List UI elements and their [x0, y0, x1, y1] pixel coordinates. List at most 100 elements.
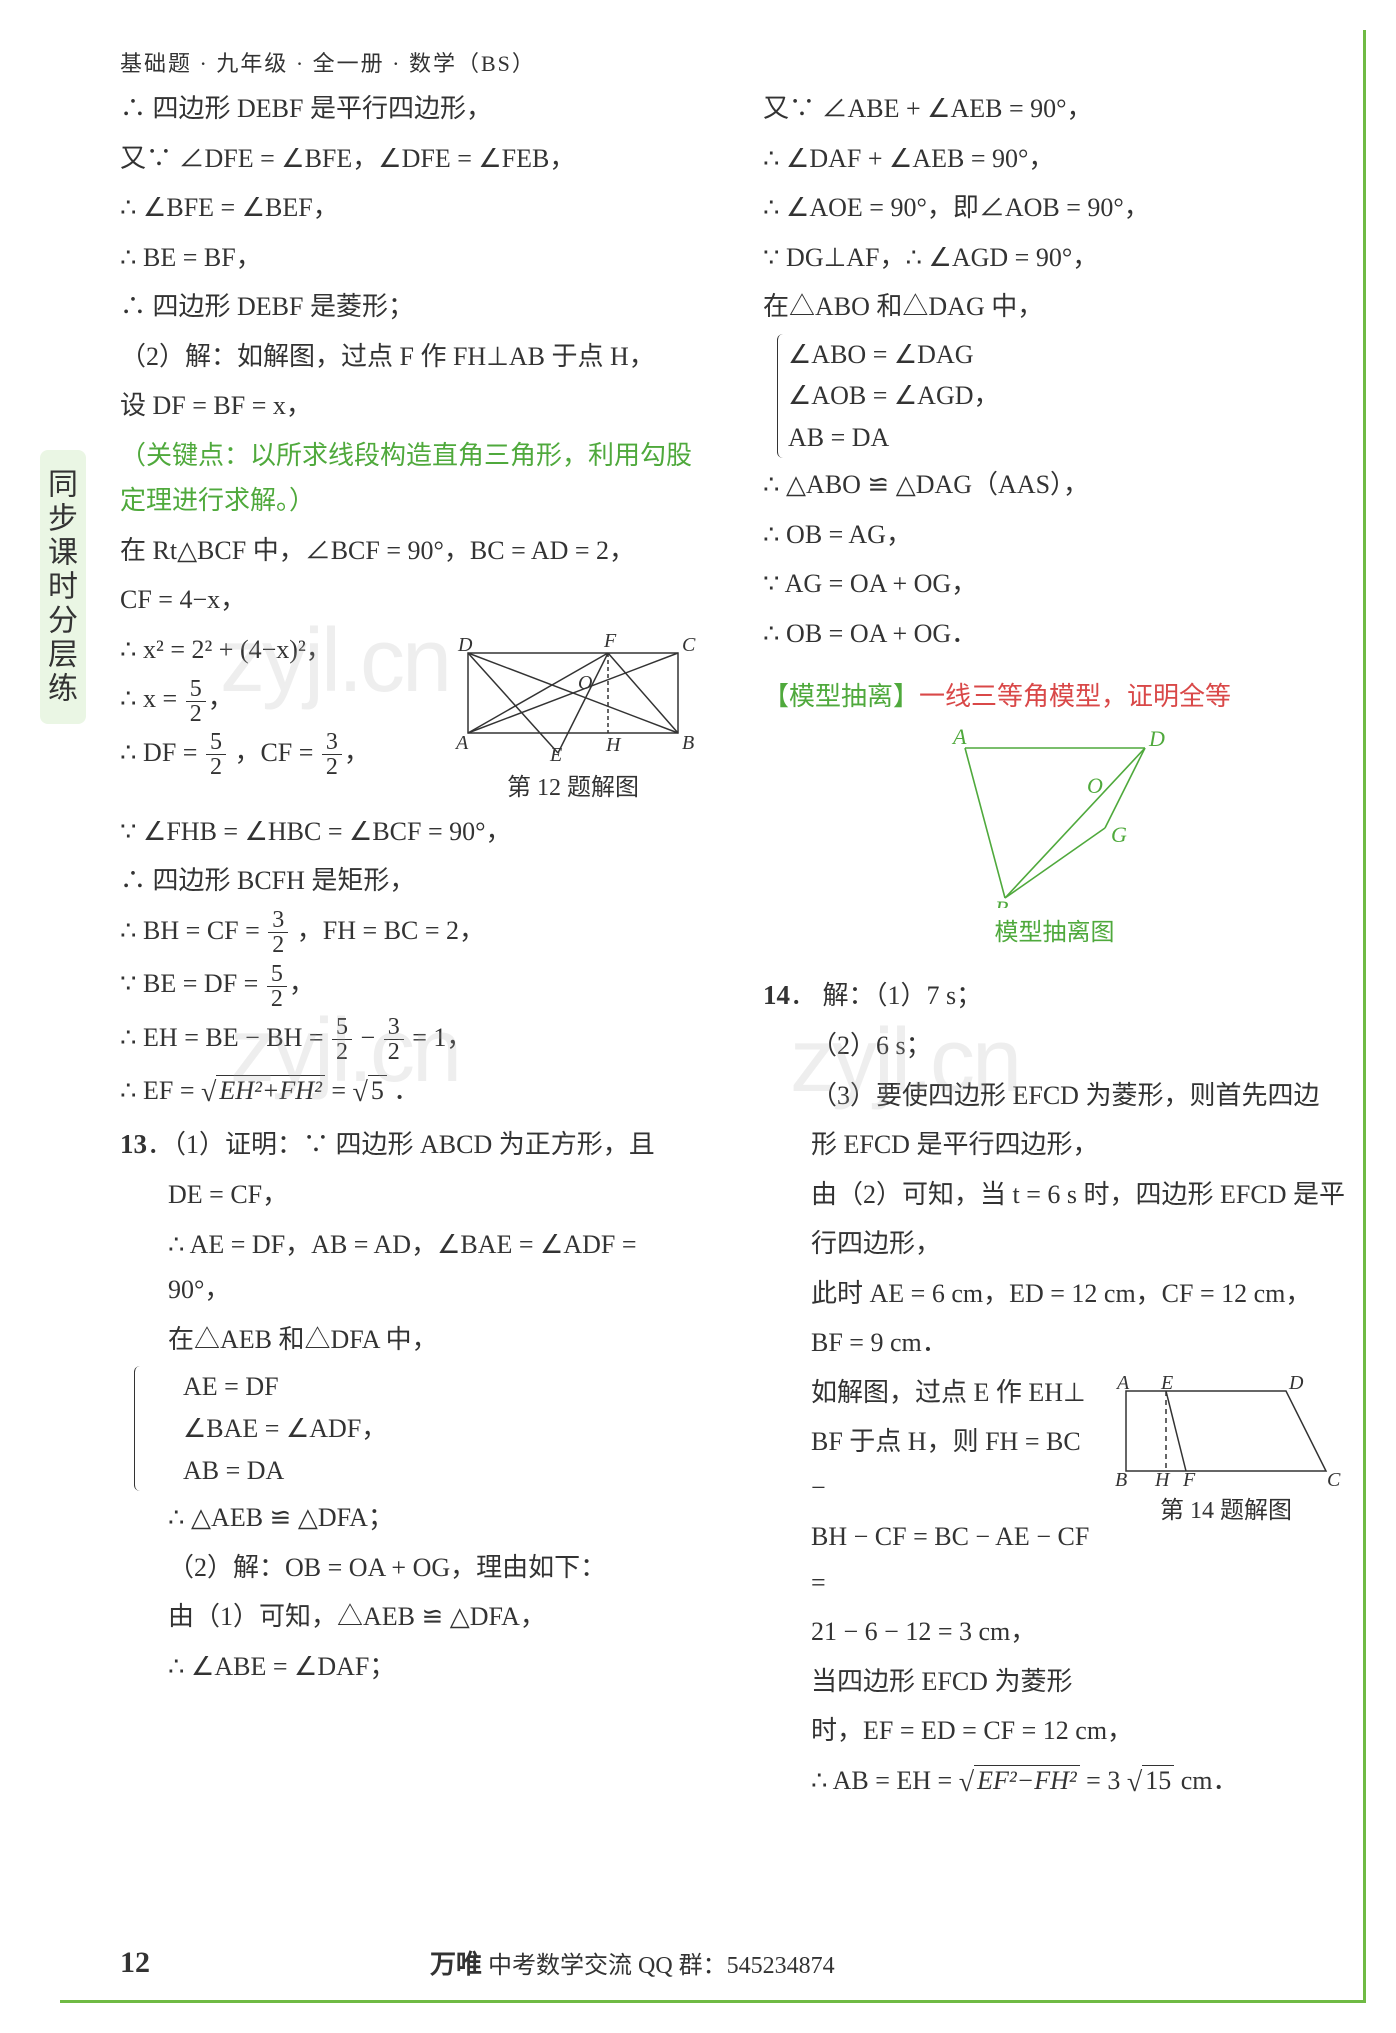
line: （2）6 s； [763, 1023, 1346, 1069]
fraction: 52 [330, 1015, 354, 1064]
figure-model-caption: 模型抽离图 [763, 912, 1346, 954]
txt: ∴ EF = [120, 1076, 201, 1105]
page-header: 基础题 · 九年级 · 全一册 · 数学（BS） [120, 46, 536, 78]
line: 在△AEB 和△DFA 中， [120, 1317, 703, 1363]
label-B: B [995, 896, 1008, 908]
line: ∴ ∠BFE = ∠BEF， [120, 185, 703, 231]
line: ∴ EH = BE − BH = 52 − 32 = 1， [120, 1015, 703, 1065]
brace-block: AE = DF ∠BAE = ∠ADF， AB = DA [134, 1366, 703, 1491]
side-tab: 同步课时分层练 [40, 450, 86, 724]
key-hint: （关键点：以所求线段构造直角三角形，利用勾股定理进行求解。） [120, 433, 703, 524]
problem-number: 13 [120, 1129, 147, 1159]
line: ∴ △ABO ≌ △DAG（AAS）， [763, 462, 1346, 508]
problem-14: 14． 解：（1）7 s； [763, 972, 1346, 1019]
sqrt: 15 [1142, 1765, 1174, 1795]
figure-12: D F C A B E H O 第 12 题解图 [443, 633, 703, 809]
line: ∴ 四边形 BCFH 是矩形， [120, 858, 703, 904]
txt: ，FH = BC = 2， [297, 916, 485, 945]
line: ∠ABO = ∠DAG [788, 334, 1346, 376]
txt: ∴ x = [120, 684, 184, 713]
line: ∴ AE = DF，AB = AD，∠BAE = ∠ADF = 90°， [120, 1222, 703, 1313]
footer-brand: 万唯 [430, 1944, 482, 1981]
line: 当四边形 EFCD 为菱形 [763, 1659, 1346, 1705]
figure-14-caption: 第 14 题解图 [1106, 1490, 1346, 1532]
label-D: D [1148, 728, 1165, 751]
line: ∵ AG = OA + OG， [763, 561, 1346, 607]
label-E: E [1160, 1376, 1173, 1394]
model-heading: 【模型抽离】一线三等角模型，证明全等 [763, 674, 1346, 720]
right-column: 又∵ ∠ABE + ∠AEB = 90°， ∴ ∠DAF + ∠AEB = 90… [763, 86, 1346, 1933]
line: ∴ △AEB ≌ △DFA； [120, 1495, 703, 1541]
line: 由（1）可知，△AEB ≌ △DFA， [120, 1594, 703, 1640]
line: 设 DF = BF = x， [120, 383, 703, 429]
line: ∴ BE = BF， [120, 235, 703, 281]
line: ∴ 四边形 DEBF 是平行四边形， [120, 86, 703, 132]
line: ∵ ∠FHB = ∠HBC = ∠BCF = 90°， [120, 809, 703, 855]
label-F: F [1182, 1469, 1196, 1486]
fraction: 32 [320, 730, 344, 779]
fraction: 52 [184, 677, 208, 726]
label-A: A [951, 728, 967, 749]
txt: ∴ DF = [120, 738, 204, 767]
line: CF = 4−x， [120, 577, 703, 623]
footer-text: 中考数学交流 QQ 群：545234874 [488, 1945, 835, 1980]
fraction: 32 [382, 1015, 406, 1064]
txt: cm． [1181, 1766, 1239, 1795]
figure-14: A E D B H F C 第 14 题解图 [1106, 1376, 1346, 1532]
label-G: G [1111, 822, 1127, 847]
txt: ．（1）证明：∵ 四边形 ABCD 为正方形，且 [147, 1130, 655, 1159]
txt: = [331, 1076, 352, 1105]
line: 形 EFCD 是平行四边形， [763, 1122, 1346, 1168]
line: ∴ OB = AG， [763, 512, 1346, 558]
line: 在△ABO 和△DAG 中， [763, 284, 1346, 330]
txt: ． 解：（1）7 s； [790, 981, 982, 1010]
figure-14-svg: A E D B H F C [1111, 1376, 1341, 1486]
label-O: O [1087, 773, 1103, 798]
label-F: F [603, 633, 617, 652]
line: AE = DF [183, 1366, 703, 1408]
left-column: ∴ 四边形 DEBF 是平行四边形， 又∵ ∠DFE = ∠BFE，∠DFE =… [120, 86, 703, 1933]
txt: ． [393, 1076, 419, 1105]
line: ∴ BH = CF = 32 ，FH = BC = 2， [120, 908, 703, 958]
line: AB = DA [183, 1450, 703, 1492]
label-A: A [454, 732, 469, 754]
content: ∴ 四边形 DEBF 是平行四边形， 又∵ ∠DFE = ∠BFE，∠DFE =… [120, 86, 1346, 1933]
fraction: 52 [265, 962, 289, 1011]
line: ∵ DG⊥AF，∴ ∠AGD = 90°， [763, 235, 1346, 281]
figure-model-svg: A D B O G [905, 728, 1205, 908]
footer: 12 万唯 中考数学交流 QQ 群：545234874 [120, 1944, 1346, 1981]
label-C: C [1327, 1469, 1341, 1486]
line: 在 Rt△BCF 中，∠BCF = 90°，BC = AD = 2， [120, 528, 703, 574]
line: （2）解：OB = OA + OG，理由如下： [120, 1545, 703, 1591]
problem-13: 13．（1）证明：∵ 四边形 ABCD 为正方形，且 [120, 1121, 703, 1168]
txt: ∴ EH = BE − BH = [120, 1023, 330, 1052]
line: ∴ ∠AOE = 90°，即∠AOB = 90°， [763, 185, 1346, 231]
line: 又∵ ∠DFE = ∠BFE，∠DFE = ∠FEB， [120, 136, 703, 182]
line: DE = CF， [120, 1172, 703, 1218]
line: 21 − 6 − 12 = 3 cm， [763, 1609, 1346, 1655]
line: BF = 9 cm． [763, 1320, 1346, 1366]
figure-12-svg: D F C A B E H O [448, 633, 698, 763]
fraction: 32 [266, 908, 290, 957]
line: ∠BAE = ∠ADF， [183, 1408, 703, 1450]
line: AB = DA [788, 417, 1346, 459]
line: 又∵ ∠ABE + ∠AEB = 90°， [763, 86, 1346, 132]
model-label-green: 【模型抽离】 [763, 682, 919, 711]
label-D: D [457, 634, 473, 656]
figure-12-caption: 第 12 题解图 [443, 767, 703, 809]
label-H: H [605, 734, 622, 756]
figure-model: A D B O G 模型抽离图 [763, 728, 1346, 954]
txt: ，CF = [234, 738, 319, 767]
line: ∠AOB = ∠AGD， [788, 375, 1346, 417]
sqrt: EH²+FH² [216, 1075, 324, 1105]
txt: ∵ BE = DF = [120, 969, 265, 998]
txt: − [361, 1023, 382, 1052]
txt: ∴ AB = EH = [811, 1766, 959, 1795]
line: ∴ AB = EH = √EF²−FH² = 3 √15 cm． [763, 1758, 1346, 1807]
problem-number: 14 [763, 980, 790, 1010]
line: 此时 AE = 6 cm，ED = 12 cm，CF = 12 cm， [763, 1271, 1346, 1317]
line: 行四边形， [763, 1221, 1346, 1267]
line: ∴ OB = OA + OG． [763, 611, 1346, 657]
brace-block: ∠ABO = ∠DAG ∠AOB = ∠AGD， AB = DA [777, 334, 1346, 459]
label-B: B [682, 732, 694, 754]
